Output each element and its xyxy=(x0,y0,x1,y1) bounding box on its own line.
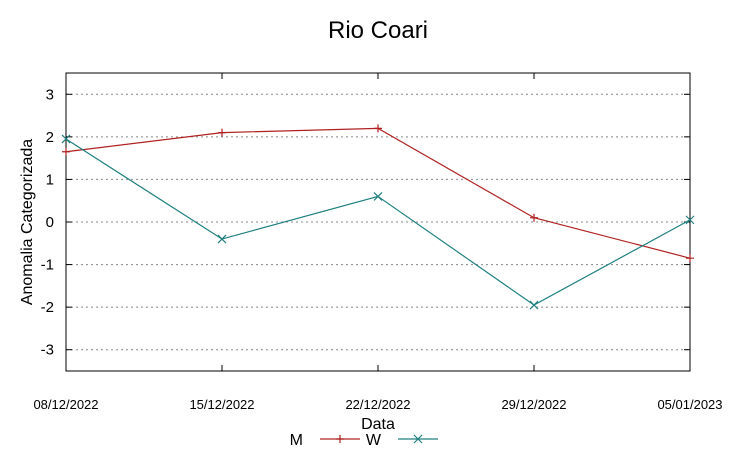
x-tick-label: 22/12/2022 xyxy=(345,397,410,412)
y-tick-label: -2 xyxy=(41,299,54,316)
data-point-M xyxy=(218,128,226,137)
series-line-M xyxy=(65,127,691,259)
legend-label-M: M xyxy=(290,432,303,449)
series-group xyxy=(61,124,695,310)
y-axis: -3 -2 -1 0 1 2 3 xyxy=(41,86,690,359)
x-tick-label: 05/01/2023 xyxy=(657,397,722,412)
y-tick-label: -1 xyxy=(41,257,54,274)
data-point-W xyxy=(217,234,227,244)
data-point-W xyxy=(529,300,539,310)
y-tick-label: -3 xyxy=(41,342,54,359)
legend-marker-M xyxy=(336,435,344,443)
data-point-M xyxy=(530,213,538,222)
x-axis-label: Data xyxy=(361,416,395,433)
legend-marker-W xyxy=(413,434,423,444)
chart-title: Rio Coari xyxy=(328,17,428,44)
x-tick-label: 08/12/2022 xyxy=(33,397,98,412)
data-point-M xyxy=(686,254,694,263)
y-tick-label: 0 xyxy=(46,214,54,231)
y-tick-label: 1 xyxy=(46,171,54,188)
data-point-M xyxy=(62,147,70,156)
x-axis: 08/12/2022 15/12/2022 22/12/2022 29/12/2022… xyxy=(33,73,723,412)
legend-label-W: W xyxy=(366,432,382,449)
y-tick-label: 3 xyxy=(46,86,54,103)
data-point-M xyxy=(374,124,382,133)
y-axis-label: Anomalia Categorizada xyxy=(19,139,36,305)
data-point-W xyxy=(61,134,71,144)
data-point-W xyxy=(685,215,695,225)
y-tick-label: 2 xyxy=(46,129,54,146)
data-point-W xyxy=(373,192,383,201)
x-tick-label: 29/12/2022 xyxy=(501,397,566,412)
grid xyxy=(66,93,690,351)
x-tick-label: 15/12/2022 xyxy=(189,397,254,412)
